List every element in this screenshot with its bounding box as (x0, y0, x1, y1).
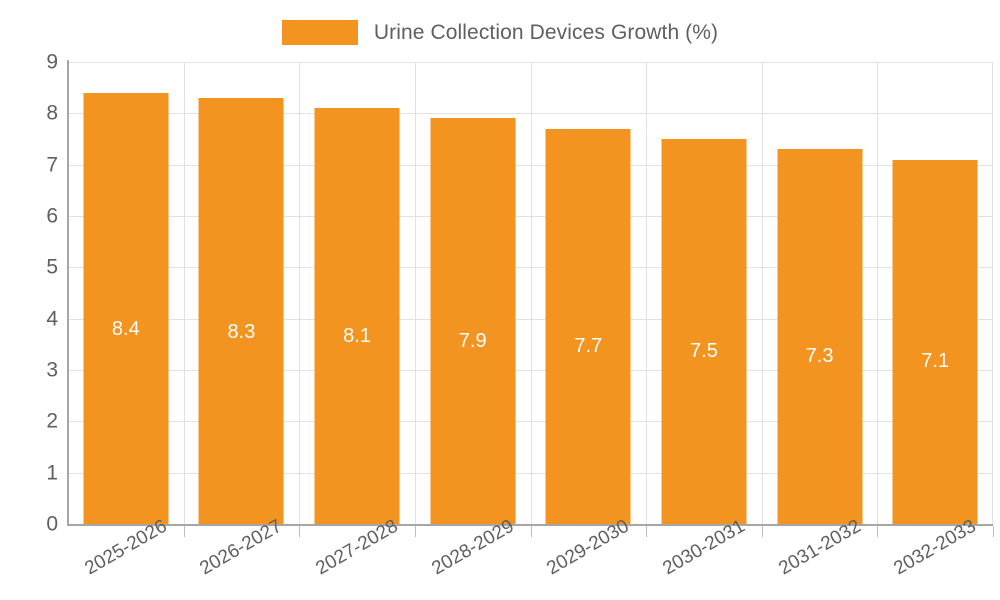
x-axis-label-slot: 2027-2028 (299, 516, 415, 600)
bar[interactable] (314, 108, 400, 524)
gridline-vertical (762, 62, 763, 524)
gridline-horizontal (68, 472, 993, 474)
bar-value-label: 8.1 (343, 325, 371, 348)
y-axis-tick-label: 7 (46, 153, 58, 177)
x-axis-category-label: 2025-2026 (81, 515, 171, 580)
bar[interactable] (545, 128, 631, 524)
y-axis-tick-label: 0 (46, 512, 58, 536)
bar[interactable] (892, 159, 978, 524)
x-axis-label-slot: 2029-2030 (531, 516, 647, 600)
bar-band: 8.1 (299, 62, 415, 524)
gridline-vertical (415, 62, 416, 524)
legend-swatch-urine-collection-devices-growth (281, 19, 358, 45)
y-axis-tick-labels: 9 8 7 6 5 4 3 2 1 0 (0, 52, 58, 535)
bar[interactable] (430, 118, 516, 524)
gridline-horizontal (68, 370, 993, 371)
y-axis-tick-label: 9 (46, 50, 58, 74)
bar-value-label: 8.4 (111, 318, 140, 341)
gridline-horizontal (68, 318, 993, 320)
plot-right-edge (992, 62, 993, 524)
x-axis-tick-mark (762, 526, 763, 537)
bar-value-label: 7.3 (805, 345, 834, 367)
bar-band: 7.5 (646, 62, 762, 524)
bar-band: 7.7 (531, 62, 647, 524)
gridline-vertical (646, 62, 647, 524)
bar[interactable] (83, 92, 169, 524)
gridline-vertical (299, 62, 300, 524)
x-axis-category-label: 2031-2032 (774, 515, 865, 580)
y-axis-tick-label: 5 (46, 255, 58, 279)
x-axis-tick-mark (531, 526, 532, 537)
gridline-horizontal (68, 164, 993, 166)
bars-layer: 8.4 8.3 8.1 7.9 7.7 7.5 7.3 7.1 (68, 62, 993, 524)
x-axis-label-slot: 2031-2032 (762, 516, 878, 600)
y-axis-tick-label: 2 (46, 409, 58, 433)
bar-band: 7.3 (762, 62, 878, 524)
bar-value-label: 7.5 (690, 340, 718, 363)
x-axis-category-label: 2028-2029 (428, 515, 518, 580)
bar[interactable] (777, 149, 863, 524)
x-axis-label-slot: 2026-2027 (184, 516, 300, 600)
x-axis-tick-mark (184, 526, 185, 537)
chart-legend: Urine Collection Devices Growth (%) (0, 14, 1000, 50)
bar-band: 7.1 (877, 62, 993, 524)
x-axis-label-slot: 2025-2026 (68, 516, 184, 600)
gridline-vertical (531, 62, 532, 524)
x-axis-tick-mark (993, 526, 994, 537)
plot-area (68, 62, 993, 525)
y-axis-tick-label: 8 (46, 101, 58, 125)
y-axis-line (67, 60, 69, 526)
x-axis-category-label: 2027-2028 (312, 515, 402, 580)
bar-band: 8.3 (184, 62, 300, 524)
x-axis-tick-mark (877, 526, 878, 537)
y-axis-tick-label: 1 (46, 461, 58, 485)
x-axis-category-label: 2026-2027 (196, 515, 287, 580)
bar[interactable] (198, 97, 284, 524)
bar-band: 8.4 (68, 62, 184, 524)
gridline-horizontal (68, 62, 993, 63)
gridline-vertical (877, 62, 878, 524)
x-axis-tick-mark (299, 526, 300, 537)
bar-value-label: 8.3 (227, 320, 256, 343)
x-axis-line (67, 524, 993, 526)
bar-value-label: 7.9 (458, 330, 487, 353)
gridline-horizontal (68, 267, 993, 269)
gridline-horizontal (68, 216, 993, 217)
y-axis-tick-label: 6 (46, 204, 58, 228)
x-axis-tick-mark (646, 526, 647, 537)
gridline-horizontal (68, 113, 993, 115)
legend-label-urine-collection-devices-growth: Urine Collection Devices Growth (%) (373, 20, 719, 44)
bar-value-label: 7.7 (574, 335, 603, 358)
gridline-horizontal (68, 421, 993, 423)
x-axis-label-slot: 2032-2033 (877, 516, 993, 600)
y-axis-tick-label: 3 (46, 358, 58, 382)
bar-value-label: 7.1 (921, 349, 950, 372)
x-axis-label-slot: 2030-2031 (646, 516, 762, 600)
x-axis-category-label: 2029-2030 (543, 515, 633, 580)
bar-band: 7.9 (415, 62, 531, 524)
gridline-vertical (184, 62, 185, 524)
x-axis-category-label: 2032-2033 (890, 515, 980, 580)
y-axis-tick-label: 4 (46, 307, 58, 331)
x-axis-tick-mark (415, 526, 416, 537)
x-axis-category-label: 2030-2031 (659, 515, 749, 580)
x-axis-label-slot: 2028-2029 (415, 516, 531, 600)
bar[interactable] (661, 139, 747, 524)
